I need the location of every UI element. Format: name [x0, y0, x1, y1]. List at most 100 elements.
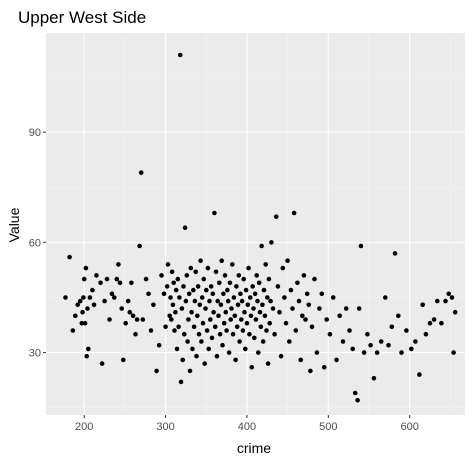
data-point — [80, 309, 85, 315]
data-point — [343, 306, 349, 311]
data-point — [275, 284, 281, 289]
data-point — [129, 280, 134, 286]
data-point — [204, 287, 209, 293]
data-point — [81, 276, 87, 282]
data-point — [386, 342, 391, 348]
data-point — [86, 346, 91, 352]
y-axis-ticks: 30 60 90 — [29, 127, 46, 360]
data-point — [358, 243, 364, 249]
data-point — [178, 379, 184, 385]
data-point — [193, 269, 198, 275]
data-point — [251, 306, 256, 311]
data-point — [252, 291, 258, 297]
data-point — [194, 353, 199, 359]
data-point — [186, 317, 191, 322]
data-point — [104, 276, 110, 282]
data-point — [98, 280, 103, 286]
data-point — [73, 313, 78, 319]
data-point — [209, 335, 215, 341]
data-point — [204, 328, 210, 333]
data-point — [229, 306, 234, 311]
data-point — [77, 298, 83, 304]
data-point — [171, 280, 176, 286]
data-point — [201, 276, 207, 282]
data-point — [197, 302, 203, 308]
data-point — [170, 302, 176, 308]
data-point — [191, 287, 196, 293]
data-point — [130, 313, 136, 319]
data-point — [273, 214, 279, 219]
y-tick-label: 60 — [29, 237, 41, 249]
data-point — [215, 298, 220, 304]
data-point — [127, 309, 133, 315]
data-point — [208, 317, 213, 322]
data-point — [146, 291, 151, 297]
data-point — [70, 328, 76, 333]
data-point — [239, 317, 244, 322]
data-point — [211, 309, 216, 315]
data-point — [427, 320, 433, 326]
data-point — [107, 317, 112, 322]
data-point — [220, 342, 225, 348]
data-point — [188, 265, 194, 271]
data-point — [269, 240, 274, 245]
data-point — [309, 324, 315, 330]
data-point — [219, 258, 224, 264]
plot-panel — [46, 33, 465, 415]
data-point — [237, 339, 242, 344]
data-point — [298, 357, 304, 363]
data-point — [260, 339, 266, 344]
data-point — [234, 324, 240, 330]
data-point — [319, 291, 325, 297]
data-point — [361, 350, 367, 355]
data-point — [347, 328, 352, 333]
data-point — [374, 350, 380, 355]
data-point — [267, 320, 273, 326]
data-point — [123, 320, 128, 326]
y-tick-label: 30 — [29, 348, 41, 360]
data-point — [208, 284, 214, 289]
data-point — [200, 320, 206, 326]
data-point — [282, 295, 287, 300]
data-point — [180, 357, 185, 363]
data-point — [112, 295, 117, 300]
data-point — [243, 287, 249, 293]
data-point — [99, 361, 105, 366]
data-point — [254, 273, 259, 278]
data-point — [222, 273, 228, 278]
data-point — [114, 276, 120, 282]
data-point — [192, 298, 198, 304]
data-point — [263, 262, 269, 267]
data-point — [300, 313, 305, 319]
data-point — [260, 302, 265, 308]
data-point — [261, 287, 267, 293]
data-point — [291, 210, 297, 216]
data-point — [230, 262, 235, 267]
data-point — [187, 368, 193, 374]
data-point — [169, 317, 174, 322]
y-tick-label: 90 — [29, 127, 41, 139]
data-point — [198, 258, 203, 264]
data-point — [227, 280, 233, 286]
data-point — [154, 368, 159, 374]
data-point — [268, 298, 273, 304]
data-point — [225, 298, 231, 304]
data-point — [234, 284, 239, 289]
data-point — [75, 302, 80, 308]
data-point — [221, 320, 227, 326]
data-point — [240, 328, 246, 333]
data-point — [179, 306, 185, 311]
data-point — [355, 398, 360, 403]
data-point — [245, 302, 251, 308]
y-axis-title: Value — [6, 207, 22, 242]
x-tick-label: 400 — [238, 421, 256, 433]
data-point — [214, 353, 220, 359]
data-point — [90, 287, 95, 293]
data-point — [242, 309, 247, 315]
data-point — [175, 276, 181, 282]
data-point — [446, 291, 452, 297]
x-axis-title: crime — [237, 440, 271, 456]
data-point — [356, 306, 362, 311]
data-point — [224, 328, 229, 333]
